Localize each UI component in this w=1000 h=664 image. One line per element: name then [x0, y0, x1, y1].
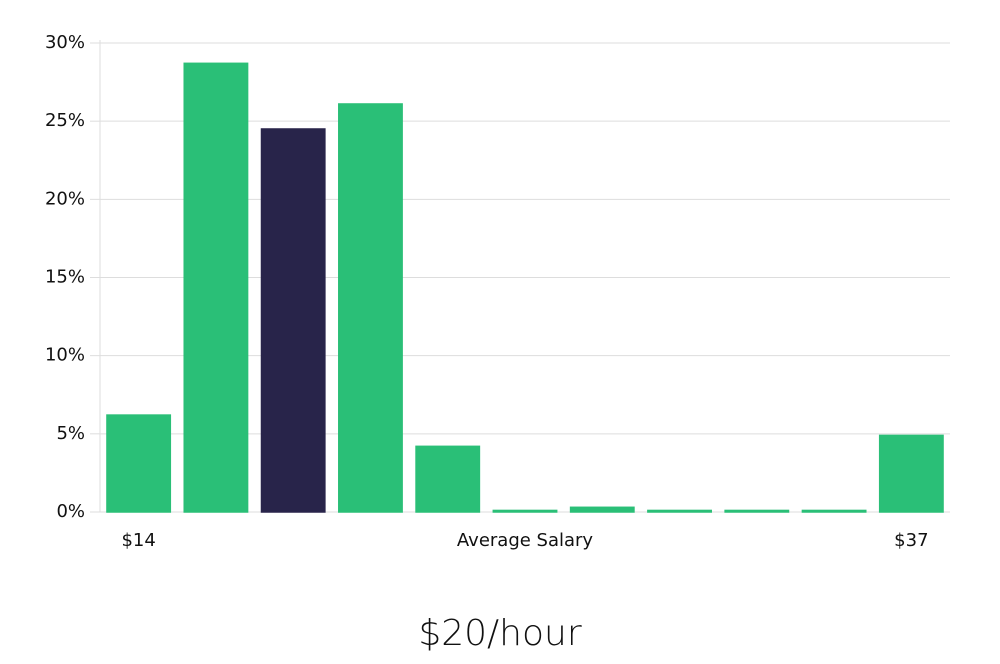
bar: [106, 414, 172, 513]
bar: [647, 509, 712, 513]
y-tick-label: 5%: [56, 423, 85, 444]
y-tick-label: 15%: [45, 267, 85, 288]
average-salary-value: $20/hour: [418, 613, 582, 654]
x-axis-label: Average Salary: [457, 530, 594, 551]
y-tick-label: 20%: [45, 188, 85, 209]
bar: [569, 506, 635, 513]
y-tick-label: 10%: [45, 345, 85, 366]
bar: [183, 62, 249, 513]
bar: [492, 509, 558, 513]
x-tick-label: $37: [894, 530, 928, 551]
bar: [801, 509, 867, 513]
bar: [338, 103, 403, 513]
bar: [415, 445, 481, 513]
bar: [260, 128, 326, 513]
y-tick-label: 25%: [45, 110, 85, 131]
y-tick-label: 0%: [56, 501, 85, 522]
x-tick-label: $14: [121, 530, 155, 551]
bar: [724, 509, 790, 513]
bar: [878, 434, 944, 513]
y-tick-label: 30%: [45, 32, 85, 53]
